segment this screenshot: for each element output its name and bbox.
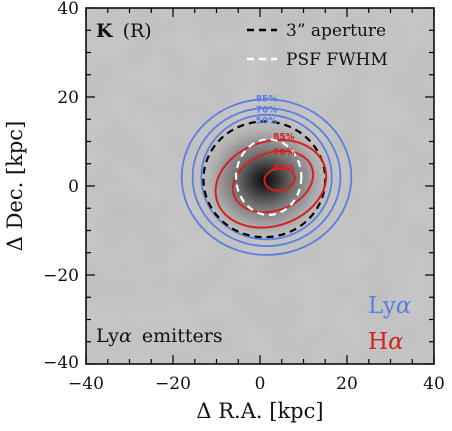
x-tick-label: 20 bbox=[336, 374, 358, 394]
aperture-legend-label: 3” aperture bbox=[286, 21, 386, 41]
lya-key-label: Lyα bbox=[368, 293, 412, 319]
lya-contour-70 bbox=[191, 107, 342, 247]
lya-level-label: 50% bbox=[256, 117, 278, 127]
ha-level-label: 70% bbox=[273, 148, 295, 158]
y-tick-label: 40 bbox=[57, 0, 79, 19]
psf-circle bbox=[234, 138, 303, 217]
ha-contour-70 bbox=[231, 149, 315, 214]
lya-contour-85 bbox=[200, 113, 333, 241]
y-tick-label: −20 bbox=[43, 266, 79, 286]
ha-contour-50 bbox=[214, 138, 328, 229]
y-tick-label: 0 bbox=[68, 177, 79, 197]
ha-contour-85 bbox=[263, 167, 296, 192]
sample-label-ly: Ly bbox=[96, 325, 119, 347]
x-tick-labels: −40 −20 0 20 40 bbox=[68, 374, 445, 394]
sample-label: Lyα emitters bbox=[96, 325, 223, 347]
x-axis-title: Δ R.A. [kpc] bbox=[196, 399, 323, 423]
axis-ticks bbox=[85, 7, 435, 365]
y-tick-label: −40 bbox=[43, 353, 79, 373]
ha-level-label: 50% bbox=[273, 163, 295, 173]
ha-level-label: 85% bbox=[273, 132, 295, 142]
y-axis-title: Δ Dec. [kpc] bbox=[3, 121, 27, 252]
y-tick-labels: 40 20 0 −20 −40 bbox=[43, 0, 79, 373]
panel-label-band: K bbox=[96, 20, 114, 42]
lya-level-label: 70% bbox=[256, 106, 278, 116]
ha-key-label: Hα bbox=[368, 329, 404, 355]
legend: 3” aperture PSF FWHM bbox=[247, 21, 388, 70]
lya-level-label: 85% bbox=[256, 94, 278, 104]
x-tick-label: −20 bbox=[155, 374, 191, 394]
lya-contour-50 bbox=[180, 98, 353, 256]
ha-key-h: H bbox=[368, 329, 388, 355]
lya-key-alpha: α bbox=[396, 293, 412, 319]
ha-key-alpha: α bbox=[388, 329, 404, 355]
y-tick-label: 20 bbox=[57, 88, 79, 108]
sample-label-alpha: α bbox=[119, 325, 132, 347]
panel-label: K (R) bbox=[96, 20, 152, 42]
x-tick-label: 0 bbox=[255, 374, 266, 394]
panel-label-type: (R) bbox=[123, 20, 152, 42]
sample-label-rest: emitters bbox=[142, 325, 223, 347]
image-panel bbox=[86, 8, 434, 364]
psf-legend-label: PSF FWHM bbox=[286, 50, 388, 70]
x-tick-label: −40 bbox=[68, 374, 104, 394]
contour-layer: 85%70%50%85%70%50% bbox=[180, 94, 353, 256]
x-tick-label: 40 bbox=[423, 374, 445, 394]
lya-key-ly: Ly bbox=[368, 293, 396, 319]
